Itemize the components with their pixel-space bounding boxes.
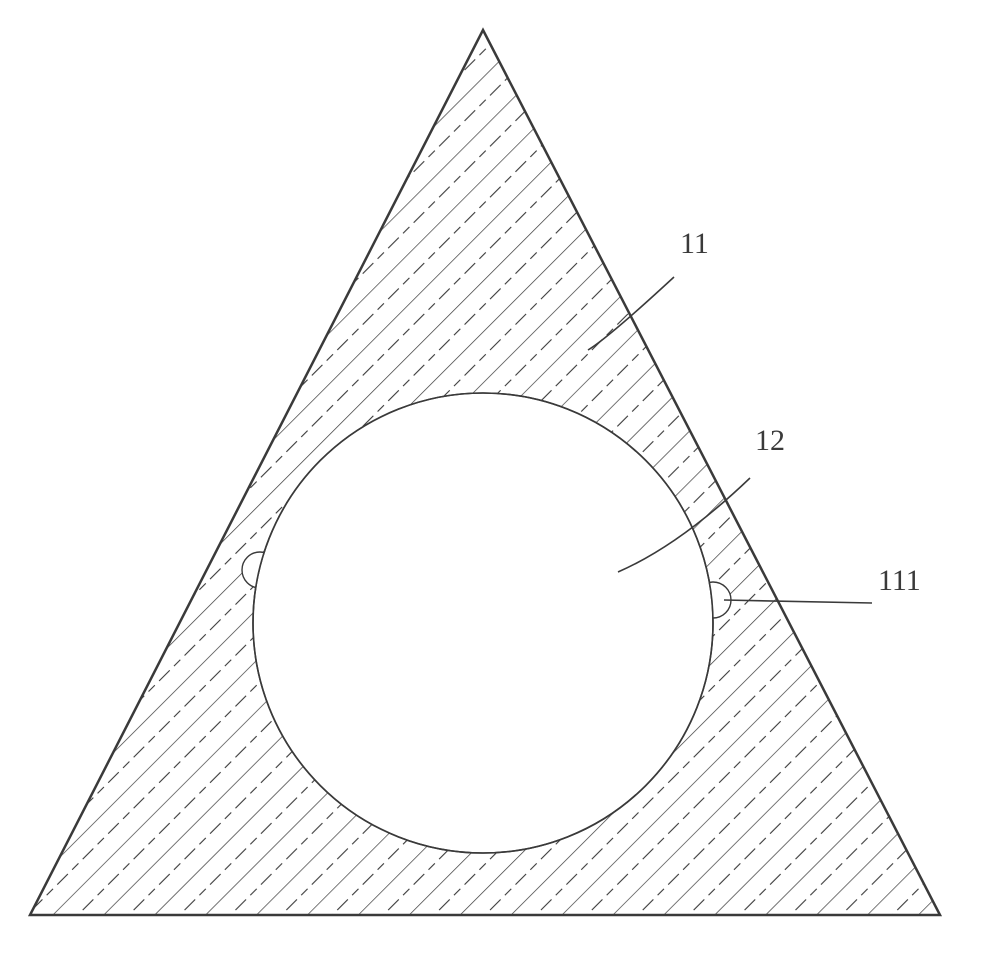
label-111: 111 — [878, 564, 921, 597]
label-11: 11 — [680, 227, 709, 260]
label-12: 12 — [755, 424, 785, 457]
bore-circle — [253, 393, 713, 853]
